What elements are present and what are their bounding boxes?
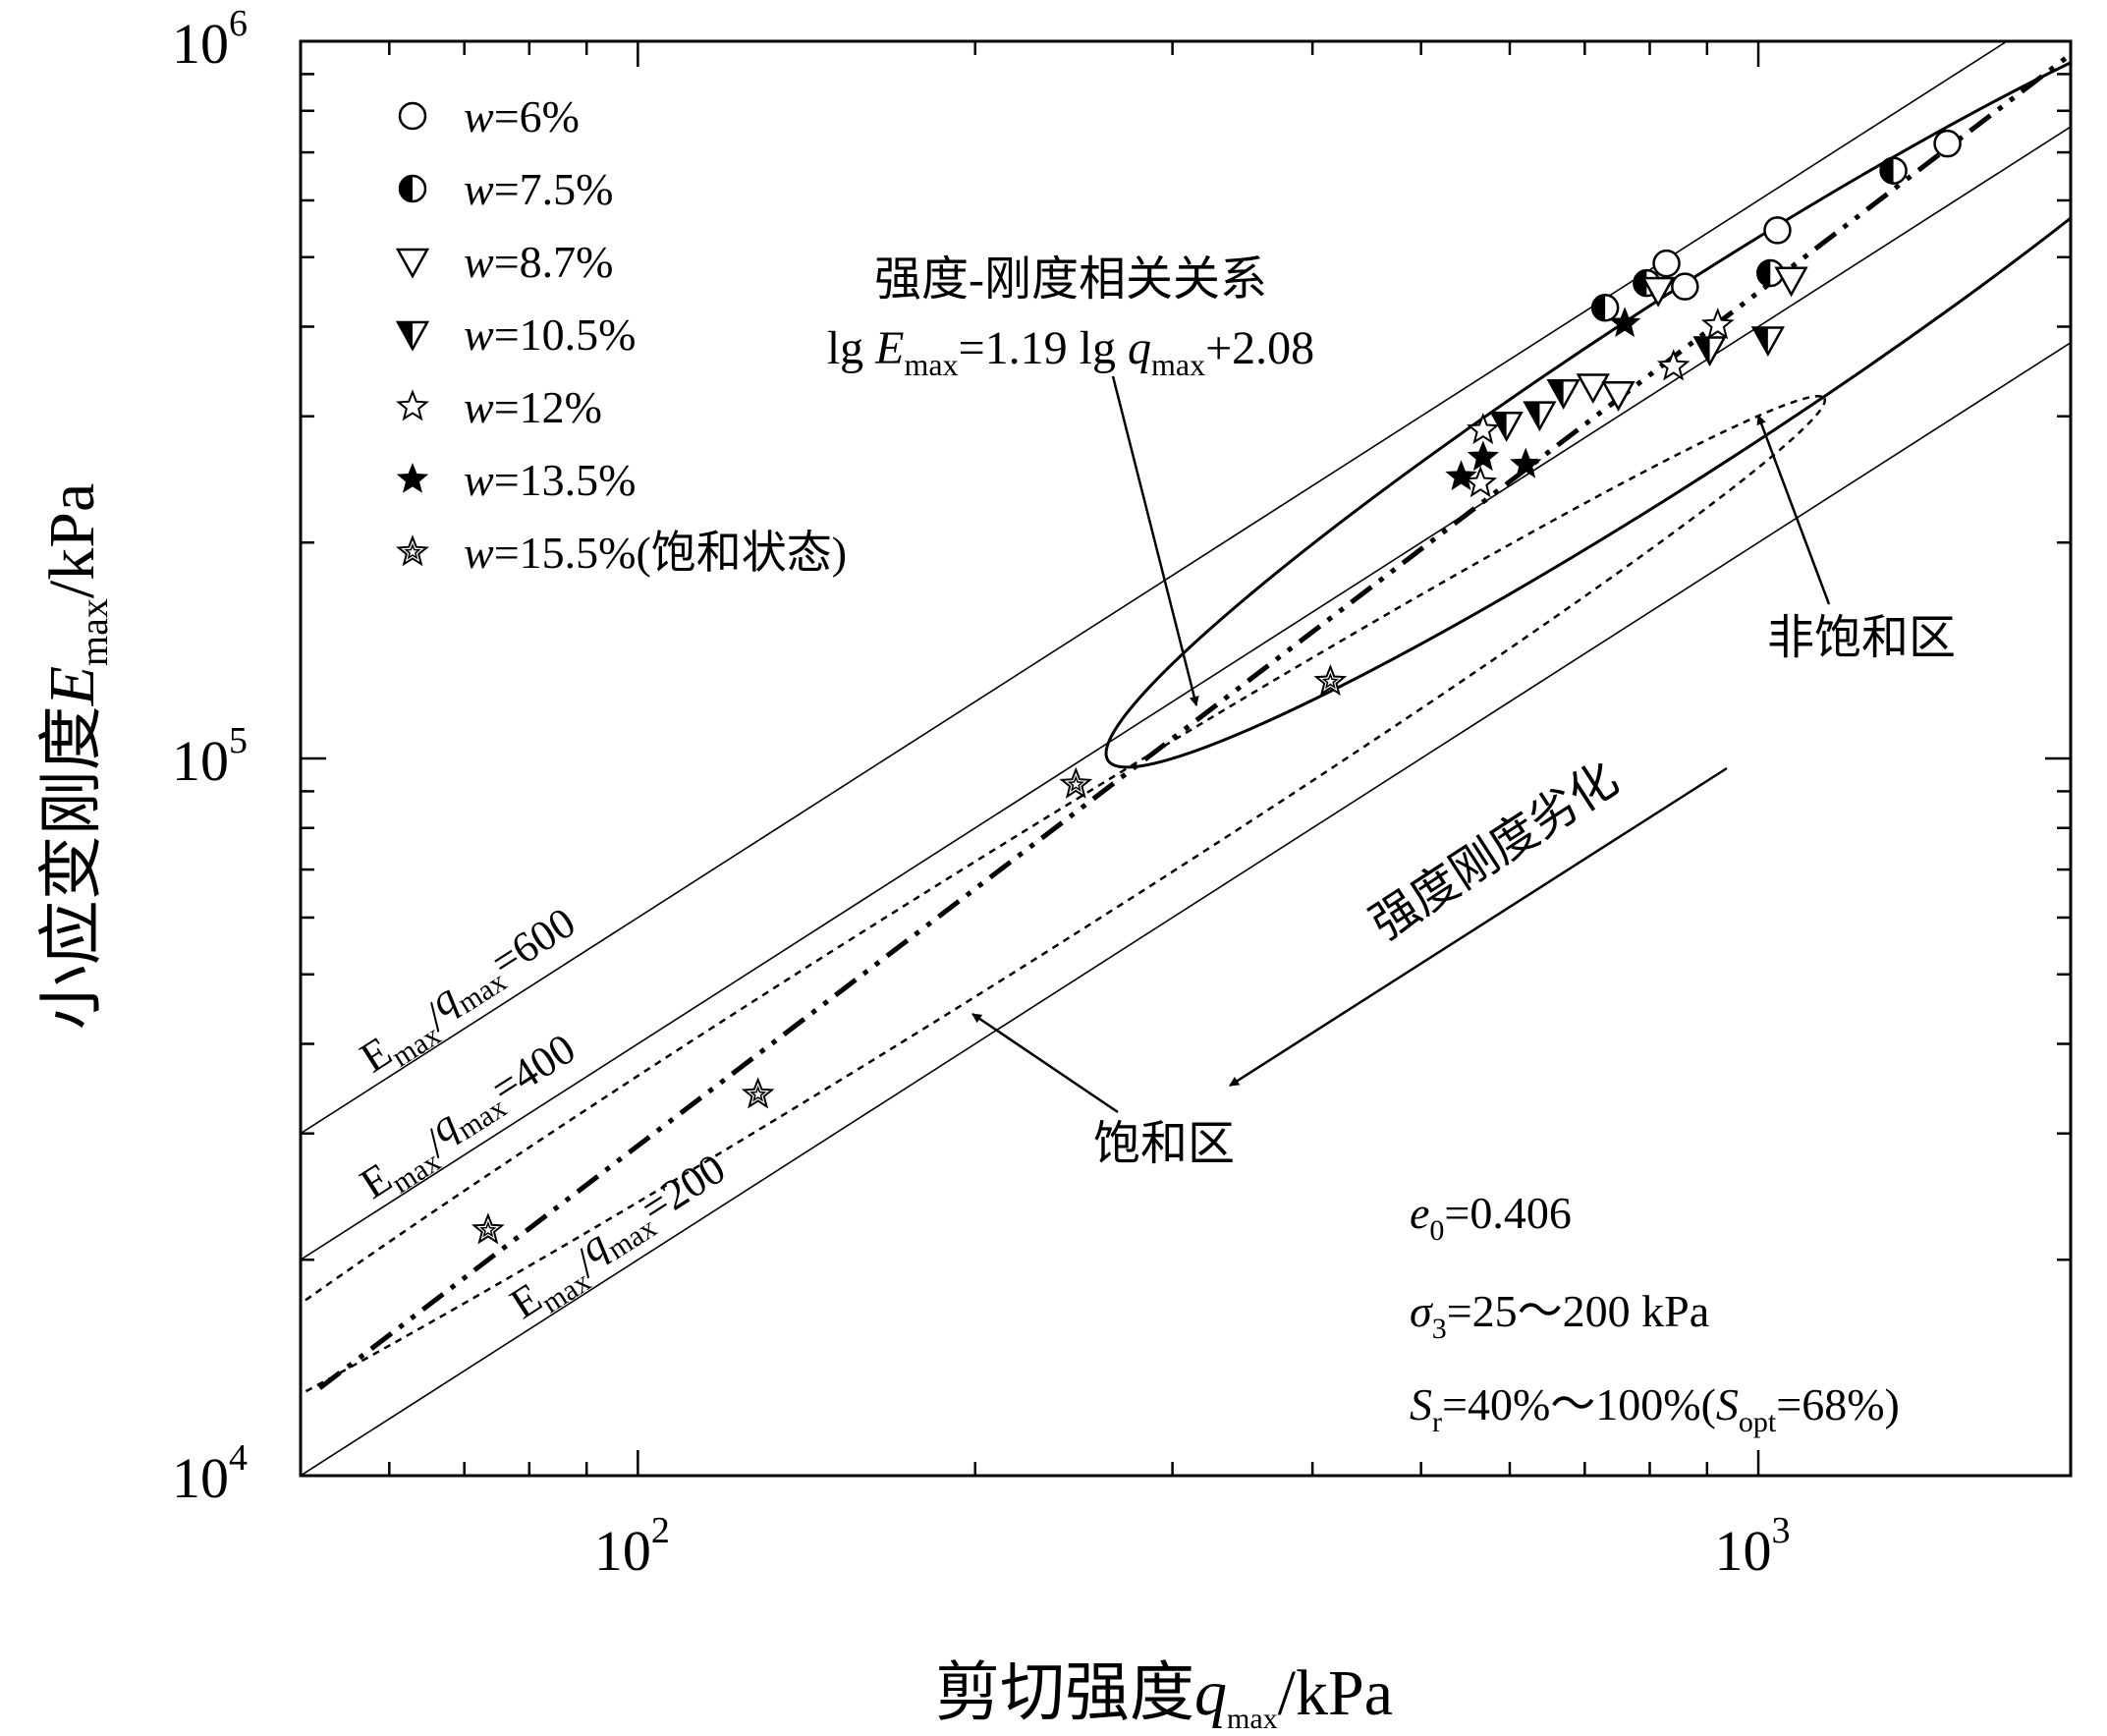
data-point bbox=[1879, 156, 1908, 185]
ratio-label-200: Emax/qmax=200 bbox=[496, 1145, 743, 1334]
legend: w=6% w=7.5% w=8.7% w=10.5% w=12% w=13.5% w=15.… bbox=[395, 91, 847, 578]
degradation-label: 强度刚度劣化 bbox=[1361, 753, 1627, 950]
legend-label: w=6% bbox=[464, 91, 580, 141]
data-point bbox=[1608, 307, 1641, 338]
ratio-line-600 bbox=[301, 41, 2009, 1135]
legend-label: w=13.5% bbox=[464, 455, 636, 505]
legend-marker bbox=[398, 174, 427, 203]
x-axis-title: 剪切强度qmax/kPa bbox=[935, 1657, 1393, 1735]
legend-label: w=15.5%(饱和状态) bbox=[464, 528, 847, 578]
legend-label: w=10.5% bbox=[464, 309, 636, 360]
legend-marker bbox=[396, 534, 429, 567]
data-point bbox=[1640, 276, 1676, 308]
region-label-unsaturated: 非饱和区 bbox=[1767, 612, 1956, 664]
data-point bbox=[1489, 412, 1524, 442]
region-label-saturated: 饱和区 bbox=[1093, 1118, 1235, 1170]
legend-label: w=8.7% bbox=[464, 237, 613, 287]
data-point bbox=[1523, 401, 1557, 432]
data-points bbox=[471, 129, 1962, 1245]
sat-pointer-arrow bbox=[971, 1012, 1119, 1114]
axis-ticks: 102 103 104 105 106 bbox=[172, 3, 2071, 1583]
data-point bbox=[1464, 466, 1498, 498]
legend-label: w=7.5% bbox=[464, 164, 613, 214]
data-point bbox=[741, 1077, 775, 1109]
region-ellipses bbox=[301, 41, 2071, 1476]
degradation-arrow bbox=[1229, 766, 1728, 1088]
param-e0: e0=0.406 bbox=[1410, 1188, 1572, 1247]
data-point bbox=[1445, 460, 1477, 491]
data-point bbox=[1059, 766, 1093, 799]
data-point bbox=[1510, 447, 1542, 478]
legend-label: w=12% bbox=[464, 382, 602, 432]
data-point bbox=[1576, 373, 1610, 405]
fit-pointer-arrow bbox=[1111, 375, 1199, 706]
y-tick-label: 106 bbox=[172, 3, 248, 76]
ratio-line-200 bbox=[301, 342, 2071, 1476]
data-point bbox=[1656, 349, 1691, 381]
data-point bbox=[1467, 412, 1500, 445]
fit-equation: lg Emax=1.19 lg qmax+2.08 bbox=[827, 322, 1314, 382]
data-point bbox=[1590, 294, 1620, 322]
region-ellipse bbox=[1104, 41, 2071, 769]
ratio-line-400 bbox=[301, 126, 2071, 1260]
legend-marker bbox=[398, 101, 427, 131]
data-point bbox=[1933, 129, 1962, 158]
region-ellipse bbox=[301, 394, 1827, 1476]
ratio-reference-lines bbox=[301, 41, 2071, 1476]
data-point bbox=[1467, 440, 1500, 472]
data-point bbox=[1546, 379, 1580, 410]
data-point bbox=[1700, 308, 1735, 340]
y-tick-label: 104 bbox=[172, 1437, 248, 1510]
legend-marker bbox=[396, 389, 429, 421]
data-point bbox=[1671, 272, 1699, 301]
y-axis-title: 小应变刚度Emax/kPa bbox=[36, 483, 116, 1031]
data-point bbox=[1774, 266, 1808, 298]
relation-title: 强度-刚度相关关系 bbox=[874, 253, 1267, 306]
x-tick-label: 103 bbox=[1715, 1510, 1791, 1583]
legend-marker bbox=[396, 462, 429, 493]
data-point bbox=[1763, 216, 1792, 245]
data-point bbox=[1652, 249, 1681, 278]
param-sr: Sr=40%～100%(Sopt=68%) bbox=[1410, 1379, 1900, 1438]
data-point bbox=[1313, 663, 1348, 697]
param-sigma3: σ3=25～200 kPa bbox=[1410, 1286, 1709, 1345]
legend-marker bbox=[395, 320, 430, 352]
y-tick-label: 105 bbox=[172, 720, 248, 793]
data-point bbox=[1750, 326, 1785, 358]
data-point bbox=[1601, 381, 1636, 412]
legend-marker bbox=[395, 248, 430, 279]
x-tick-label: 102 bbox=[594, 1510, 670, 1583]
unsat-pointer-arrow bbox=[1756, 415, 1831, 605]
data-point bbox=[471, 1212, 505, 1245]
